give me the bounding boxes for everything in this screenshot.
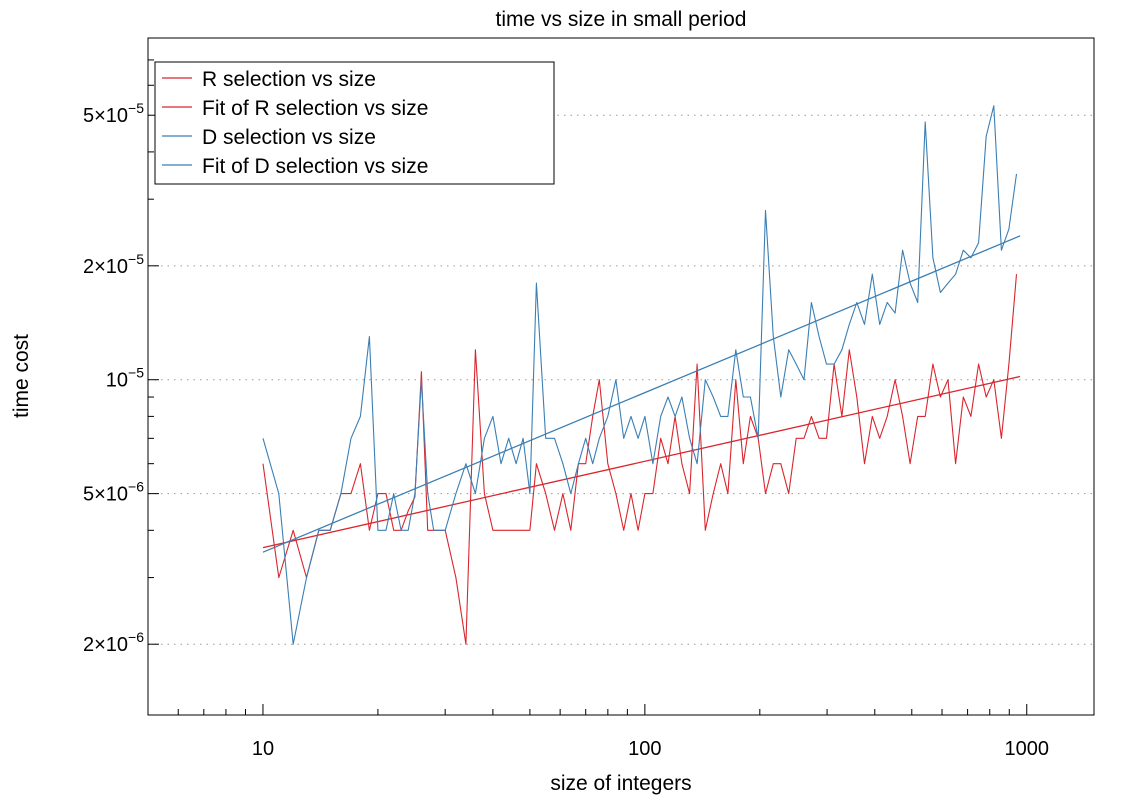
legend: R selection vs size Fit of R selection vs…: [154, 61, 555, 185]
x-tick-label: 100: [628, 738, 661, 760]
series-line-3: [262, 105, 1018, 645]
legend-label: Fit of D selection vs size: [202, 155, 428, 178]
grid-layer: [148, 114, 1094, 645]
x-tick-label: 1000: [1005, 738, 1050, 760]
tick-layer: 2×10−6 5×10−6 10−5 2×10−5 5×10−5 10 100 1000: [83, 59, 1050, 760]
y-tick-label: 10−5: [106, 365, 144, 392]
x-tick-label: 10: [252, 738, 274, 760]
legend-label: R selection vs size: [202, 68, 376, 91]
y-axis-label: time cost: [10, 334, 33, 418]
y-tick-label: 5×10−5: [83, 100, 144, 127]
y-tick-label: 5×10−6: [83, 479, 144, 506]
series-line-4: [262, 235, 1021, 553]
series-line-1: [262, 274, 1018, 645]
plot-frame: [147, 37, 1095, 716]
chart-title: time vs size in small period: [496, 8, 747, 31]
legend-box: [154, 61, 555, 185]
series-layer: [262, 105, 1021, 645]
y-tick-label: 2×10−5: [83, 251, 144, 278]
legend-label: Fit of R selection vs size: [202, 97, 428, 120]
x-axis-label: size of integers: [550, 772, 691, 795]
legend-label: D selection vs size: [202, 126, 376, 149]
y-tick-label: 2×10−6: [83, 629, 144, 656]
series-line-2: [262, 375, 1021, 549]
